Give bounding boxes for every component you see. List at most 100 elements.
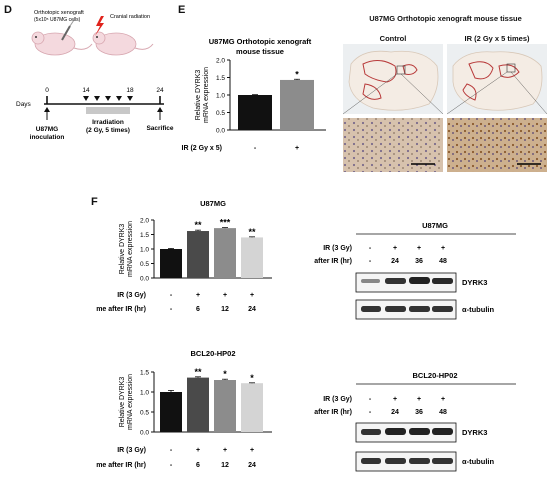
day-18: 18 — [126, 87, 134, 94]
row-value: 6 — [196, 462, 200, 469]
row-value: + — [250, 447, 254, 454]
blot-bcl20-tubulin-label: α-tubulin — [462, 457, 495, 466]
bar — [214, 380, 236, 432]
blot-u87mg-tubulin-label: α-tubulin — [462, 305, 495, 314]
bar — [280, 79, 314, 130]
mouse-label-1: Orthotopic xenograft — [34, 10, 84, 16]
y-tick-label: 0.5 — [216, 110, 225, 117]
y-axis-label: Relative DYRK3mRNA expression — [195, 67, 210, 123]
blot-u87mg: U87MG IR (3 Gy) Time after IR (hr) - + + + - 24… — [312, 221, 516, 320]
blot-ir-value: - — [369, 396, 372, 403]
blot-time-value: 24 — [391, 409, 399, 416]
event-irradiation-2: (2 Gy, 5 times) — [86, 127, 130, 134]
row-label: IR (2 Gy x 5) — [182, 145, 222, 152]
blot-ir-value: - — [369, 245, 372, 252]
control-brain-image — [343, 44, 444, 115]
blot-u87mg-tubulin-band — [355, 299, 457, 320]
y-tick-label: 2.0 — [216, 58, 225, 65]
event-sacrifice: Sacrifice — [146, 125, 173, 132]
y-axis-label: Relative DYRK3mRNA expression — [119, 374, 134, 430]
panel-e-letter: E — [178, 4, 186, 16]
control-label: Control — [379, 34, 407, 43]
row-label: Time after IR (hr) — [96, 462, 146, 469]
chart-f1-plot: U87MG 0.0 0.5 1.0 1.5 2.0 Relative DYRK3mRNA e… — [96, 199, 272, 313]
significance-mark: ** — [194, 220, 202, 230]
blot-row-time-label: Time after IR (hr) — [312, 409, 352, 416]
radiation-bolt-icon — [95, 16, 104, 36]
row-value: + — [196, 447, 200, 454]
mouse-icon-2 — [92, 31, 154, 56]
day-14: 14 — [82, 87, 90, 94]
significance-mark: * — [250, 373, 254, 383]
significance-mark: ** — [194, 367, 202, 377]
blot-u87mg-dyrk3-band — [355, 272, 457, 293]
control-ihc-image — [343, 118, 443, 172]
row-value: 12 — [221, 306, 229, 313]
bar — [241, 383, 263, 432]
y-tick-label: 0.0 — [140, 430, 149, 437]
blot-bcl20-tubulin-band — [355, 451, 457, 472]
blot-time-value: 48 — [439, 409, 447, 416]
panel-f-letter: F — [91, 196, 98, 208]
significance-mark: ** — [248, 227, 256, 237]
row-value: + — [295, 145, 299, 152]
row-label: Time after IR (hr) — [96, 306, 146, 313]
y-tick-label: 1.5 — [216, 75, 225, 82]
row-value: 12 — [221, 462, 229, 469]
panel-f1-chart: U87MG 0.0 0.5 1.0 1.5 2.0 Relative DYRK3mRNA e… — [96, 199, 272, 313]
blot-bcl20-title: BCL20-HP02 — [412, 371, 457, 380]
chart-e-title-2: mouse tissue — [236, 47, 284, 56]
chart-f2-plot: BCL20-HP02 0.0 0.5 1.0 1.5 Relative DYRK3mRNA… — [96, 349, 272, 469]
blot-time-value: - — [369, 258, 372, 265]
blot-time-value: 24 — [391, 258, 399, 265]
panel-d-letter: D — [4, 4, 12, 16]
chart-title: BCL20-HP02 — [190, 349, 235, 358]
blot-ir-value: + — [417, 396, 421, 403]
day-0: 0 — [45, 87, 49, 94]
event-inoculation-1: U87MG — [36, 126, 58, 133]
y-tick-label: 0.5 — [140, 410, 149, 417]
syringe-icon — [61, 19, 75, 41]
event-irradiation-1: Irradiation — [92, 119, 124, 126]
bar — [238, 95, 272, 130]
row-value: + — [196, 292, 200, 299]
blot-time-value: - — [369, 409, 372, 416]
blot-ir-value: + — [441, 245, 445, 252]
chart-title: U87MG — [200, 199, 226, 208]
blot-u87mg-dyrk3-label: DYRK3 — [462, 278, 487, 287]
significance-mark: * — [223, 369, 227, 379]
row-value: - — [170, 462, 173, 469]
blot-row-ir-label: IR (3 Gy) — [323, 396, 352, 403]
blot-ir-value: + — [393, 396, 397, 403]
blot-ir-value: + — [417, 245, 421, 252]
significance-mark: *** — [220, 218, 231, 228]
blot-time-value: 36 — [415, 258, 423, 265]
row-value: 24 — [248, 462, 256, 469]
ir-brain-image — [446, 44, 548, 115]
bar — [187, 231, 209, 278]
row-value: - — [254, 145, 257, 152]
row-value: + — [223, 292, 227, 299]
row-value: 6 — [196, 306, 200, 313]
irradiation-ticks — [83, 96, 133, 101]
tissue-title: U87MG Orthotopic xenograft mouse tissue — [369, 14, 522, 23]
tissue-panel: U87MG Orthotopic xenograft mouse tissue … — [343, 0, 548, 172]
row-value: - — [170, 447, 173, 454]
row-value: - — [170, 292, 173, 299]
chart-e-plot: 0.0 0.5 1.0 1.5 2.0 Relative DYRK3mRNA expres… — [182, 58, 326, 152]
mouse-label-2: (5x10⁵ U87MG cells) — [34, 17, 81, 23]
ir-label: IR (2 Gy x 5 times) — [464, 34, 530, 43]
irradiation-bar — [86, 107, 130, 114]
row-value: + — [223, 447, 227, 454]
ir-ihc-image — [447, 118, 547, 172]
y-tick-label: 1.0 — [140, 390, 149, 397]
bar — [187, 377, 209, 432]
y-tick-label: 0.0 — [140, 276, 149, 283]
row-value: + — [250, 292, 254, 299]
blot-time-value: 48 — [439, 258, 447, 265]
day-24: 24 — [156, 87, 164, 94]
bar — [241, 237, 263, 278]
days-label: Days — [16, 101, 32, 108]
y-tick-label: 0.5 — [140, 261, 149, 268]
y-tick-label: 2.0 — [140, 218, 149, 225]
